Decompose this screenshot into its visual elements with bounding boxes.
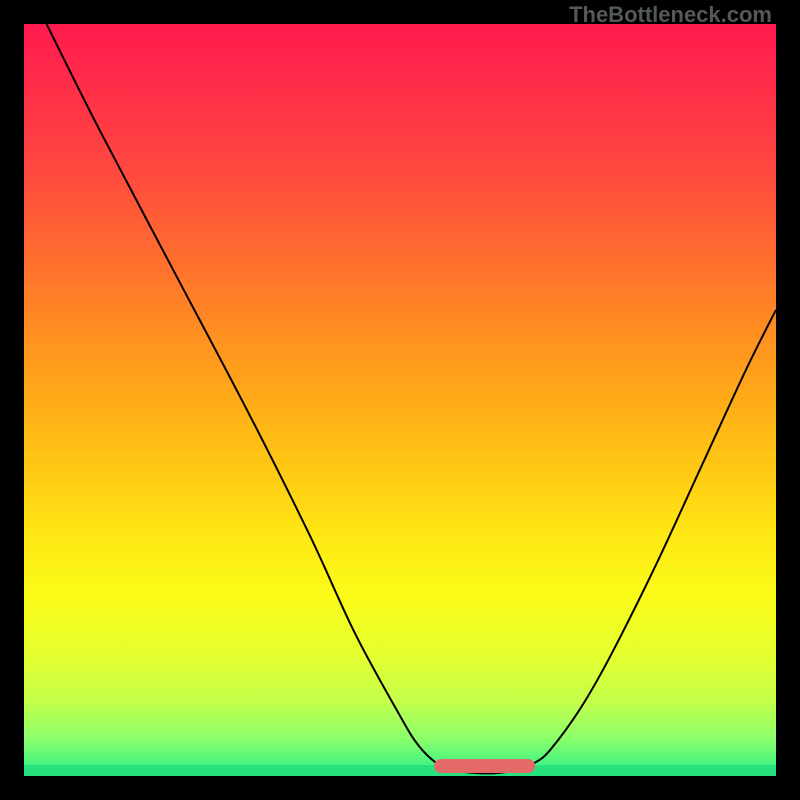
- curve-path: [47, 24, 776, 773]
- bottleneck-curve: [24, 24, 776, 776]
- chart-frame: TheBottleneck.com: [0, 0, 800, 800]
- watermark-text: TheBottleneck.com: [569, 2, 772, 28]
- plot-area: [24, 24, 776, 776]
- curve-minimum-marker: [434, 759, 536, 773]
